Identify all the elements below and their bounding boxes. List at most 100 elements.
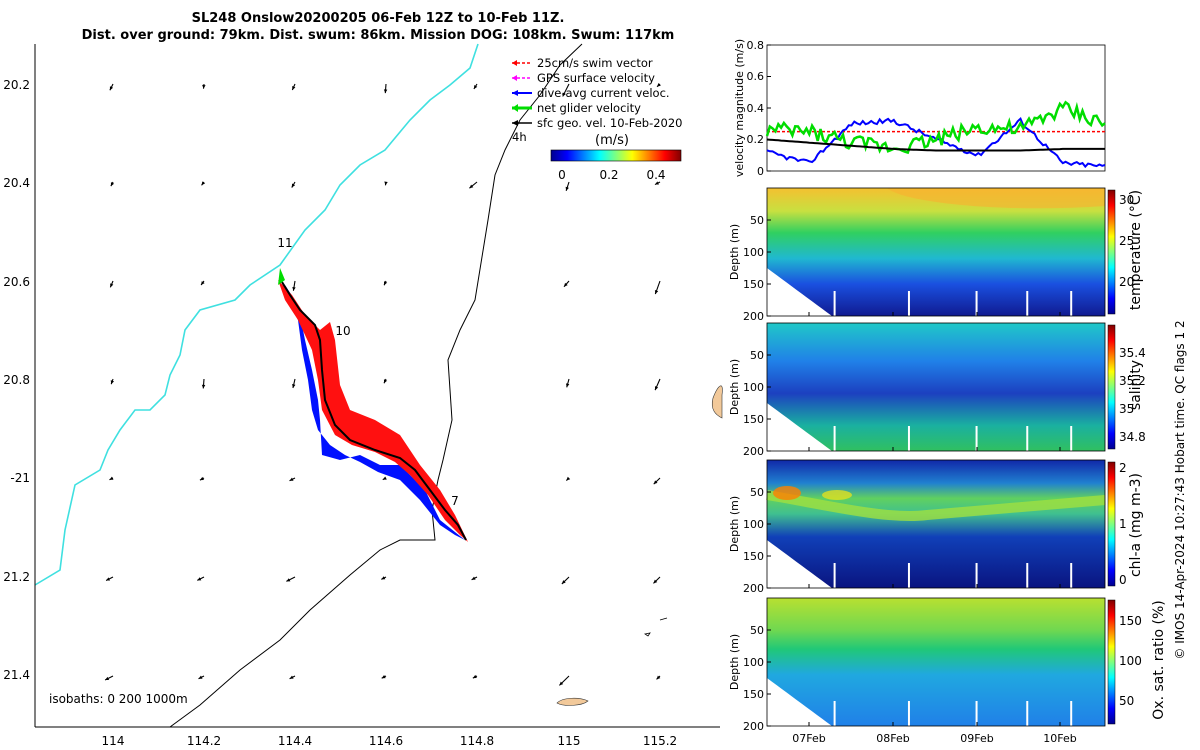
map-xtick-label: 114	[102, 734, 125, 748]
velocity-line	[766, 138, 1105, 152]
chla-colorbar	[1107, 461, 1116, 587]
velocity-series	[765, 44, 1106, 172]
depth-tick-label: 150	[743, 688, 764, 701]
salinity-cbar-tick: 35.2	[1119, 374, 1146, 388]
legend-label: sfc geo. vel. 10-Feb-2020	[537, 116, 683, 130]
vel-ytick: 0.4	[747, 102, 765, 115]
geo-arrow-head	[109, 86, 114, 91]
vel-ytick: 0	[757, 165, 764, 178]
oxygen-cbar-tick: 50	[1119, 694, 1134, 708]
geo-arrow-head	[383, 379, 388, 384]
map-ytick-label: -21	[10, 471, 30, 485]
depth-tick-label: 100	[743, 381, 764, 394]
depth-tick-label: 200	[743, 445, 764, 458]
date-tick: 08Feb	[876, 732, 909, 745]
legend-item-net: net glider velocity	[512, 101, 641, 115]
temperature-cbar-tick: 25	[1119, 234, 1134, 248]
credit-text: © IMOS 14-Apr-2024 10:27:43 Hobart time.…	[1173, 320, 1187, 659]
map-ytick-label: 20.6	[3, 275, 30, 289]
chla-peak	[822, 490, 852, 500]
chla-cbar-tick: 0	[1119, 573, 1127, 587]
depth-axis-label: Depth (m)	[728, 359, 741, 415]
chla-heatmap	[767, 460, 1105, 588]
geo-arrow-head	[381, 576, 386, 580]
oxygen-colorbar	[1107, 599, 1116, 725]
geo-arrow-head	[471, 576, 476, 580]
salinity-cbar-tick: 35	[1119, 402, 1134, 416]
geo-arrow-head	[292, 286, 296, 291]
geo-arrow-head	[383, 89, 388, 94]
legend-label: dive-avg current veloc.	[537, 86, 670, 100]
temperature-warm-layer	[887, 188, 1105, 209]
geo-arrow-head	[381, 675, 386, 679]
geo-arrow-head	[384, 181, 388, 186]
map-panel: 11 10 7 114 114.2 114.4 114.6 114.8 115 …	[3, 43, 723, 748]
geo-arrow-head	[469, 184, 474, 189]
colorbar-tick: 0	[558, 168, 566, 182]
legend-label: GPS surface velocity	[537, 71, 655, 85]
chla-peak	[773, 486, 801, 500]
geo-arrow-head	[473, 85, 478, 89]
depth-axis-label: Depth (m)	[728, 634, 741, 690]
velocity-panel: 0 0.2 0.4 0.6 0.8 velocity magnitude (m/…	[733, 39, 1106, 178]
date-x-ticks: 07Feb 08Feb 09Feb 10Feb	[792, 732, 1076, 745]
velocity-y-ticks: 0 0.2 0.4 0.6 0.8	[747, 39, 765, 178]
geo-arrow-head	[653, 480, 658, 485]
geo-arrow-head	[291, 183, 296, 188]
glider-track	[281, 281, 467, 541]
map-y-ticks: 20.2 20.4 20.6 20.8 -21 21.2 21.4	[3, 78, 30, 682]
colorbar-tick: 0.2	[599, 168, 618, 182]
colorbar-unit-label: (m/s)	[595, 133, 629, 148]
isobath-patch	[659, 617, 668, 621]
salinity-cbar-tick: 34.8	[1119, 430, 1146, 444]
geo-arrow-head	[201, 181, 206, 186]
geo-arrow-head	[657, 83, 661, 87]
map-title-line1: SL248 Onslow20200205 06-Feb 12Z to 10-Fe…	[192, 11, 565, 26]
chla-section: 50 100 150 200 Depth (m) 2 1 0	[728, 459, 1127, 595]
oxygen-cbar-label: Ox. sat. ratio (%)	[1151, 600, 1167, 719]
isobath-200m	[169, 43, 583, 728]
day-label-11: 11	[277, 236, 292, 250]
depth-tick-label: 100	[743, 656, 764, 669]
temperature-cbar-tick: 20	[1119, 275, 1134, 289]
temperature-colorbar	[1107, 189, 1116, 315]
geo-arrow-head	[383, 281, 388, 286]
depth-tick-label: 100	[743, 246, 764, 259]
vel-ytick: 0.8	[747, 39, 765, 52]
depth-tick-label: 200	[743, 582, 764, 595]
geostrophic-arrows	[104, 83, 661, 686]
day-label-10: 10	[335, 324, 350, 338]
geo-arrow-head	[110, 182, 115, 187]
legend-item-geo: sfc geo. vel. 10-Feb-2020	[512, 116, 683, 130]
geo-arrow-head	[197, 577, 202, 581]
geo-arrow-head	[654, 181, 659, 185]
map-ytick-label: 20.2	[3, 78, 30, 92]
geo-arrow-head	[198, 675, 203, 679]
net-velocity-marker	[278, 268, 285, 285]
geo-arrow-head	[289, 477, 294, 481]
geo-arrow-head	[559, 681, 564, 686]
map-xtick-label: 114.6	[369, 734, 403, 748]
geo-arrow-head	[105, 676, 110, 681]
geo-arrow-head	[292, 85, 296, 90]
land-patch	[711, 385, 723, 419]
depth-tick-label: 150	[743, 550, 764, 563]
geo-arrow-head	[563, 282, 568, 287]
vel-ytick: 0.6	[747, 70, 765, 83]
isobath-patch	[643, 632, 651, 637]
depth-tick-label: 100	[743, 518, 764, 531]
geo-arrow-head	[199, 476, 204, 481]
geo-arrow-head	[382, 476, 387, 480]
colorbar-tick: 0.4	[646, 168, 665, 182]
oxygen-cbar-tick: 150	[1119, 614, 1142, 628]
map-ytick-label: 20.8	[3, 373, 30, 387]
geo-arrow-head	[654, 386, 659, 391]
map-legend: 25cm/s swim vector GPS surface velocity …	[512, 56, 683, 182]
depth-tick-label: 200	[743, 720, 764, 733]
geo-arrow-head	[202, 84, 206, 89]
geo-arrow-head	[110, 380, 115, 385]
geo-arrow-head	[289, 675, 294, 679]
depth-axis-label: Depth (m)	[728, 224, 741, 280]
